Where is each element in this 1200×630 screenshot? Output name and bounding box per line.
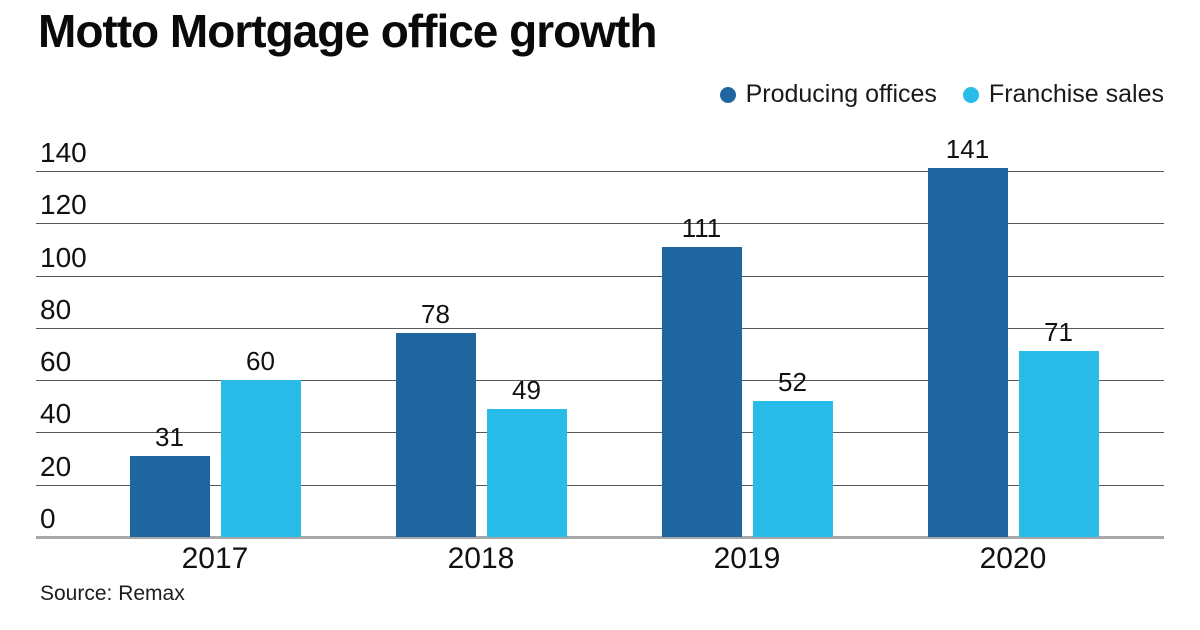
plot-area: 0 20 40 60 80 100 120 140 31 60 2017 78 49 2018 111 52 2… [36, 0, 1164, 630]
x-tick-label-2020: 2020 [979, 542, 1047, 575]
y-tick-label-100: 100 [40, 241, 87, 273]
legend-swatch-producing-offices [719, 86, 736, 103]
gridline-120 [36, 223, 1164, 225]
gridline-100 [36, 275, 1164, 277]
y-tick-label-60: 60 [40, 346, 72, 378]
y-tick-label-40: 40 [40, 398, 72, 430]
x-tick-label-2018: 2018 [447, 542, 515, 575]
legend: Producing offices Franchise sales [719, 80, 1164, 109]
legend-item-franchise-sales: Franchise sales [962, 80, 1164, 109]
bar-value-producing-offices-2018: 78 [421, 299, 450, 330]
y-tick-label-140: 140 [40, 137, 87, 168]
y-tick-label-20: 20 [40, 450, 72, 482]
gridline-60 [36, 380, 1164, 382]
bar-value-franchise-sales-2018: 49 [512, 374, 541, 405]
bar-producing-offices-2019 [661, 246, 742, 537]
y-tick-label-80: 80 [40, 293, 72, 325]
bar-franchise-sales-2019 [752, 401, 833, 537]
y-tick-label-0: 0 [40, 503, 56, 534]
bar-value-producing-offices-2019: 111 [681, 212, 722, 243]
bar-value-producing-offices-2020: 141 [945, 134, 990, 165]
bar-producing-offices-2017 [129, 455, 210, 537]
gridline-40 [36, 432, 1164, 434]
gridline-20 [36, 484, 1164, 486]
legend-label: Franchise sales [988, 80, 1164, 108]
x-tick-label-2017: 2017 [181, 542, 249, 575]
bar-value-franchise-sales-2017: 60 [246, 346, 275, 377]
gridline-80 [36, 327, 1164, 329]
bar-franchise-sales-2018 [486, 408, 567, 537]
bar-producing-offices-2020 [927, 168, 1008, 537]
bar-value-producing-offices-2017: 31 [155, 421, 184, 452]
bar-value-franchise-sales-2020: 71 [1044, 317, 1073, 348]
bar-franchise-sales-2017 [220, 380, 301, 537]
bar-producing-offices-2018 [395, 333, 476, 537]
x-axis-baseline [36, 536, 1164, 539]
chart-title: Motto Mortgage office growth [38, 5, 657, 57]
legend-swatch-franchise-sales [962, 86, 979, 103]
bar-value-franchise-sales-2019: 52 [778, 367, 807, 398]
bar-franchise-sales-2020 [1018, 351, 1099, 537]
source-note: Source: Remax [40, 582, 185, 605]
y-tick-label-120: 120 [40, 189, 87, 221]
gridline-140 [36, 171, 1164, 172]
legend-item-producing-offices: Producing offices [719, 80, 937, 109]
x-tick-label-2019: 2019 [713, 542, 781, 575]
legend-label: Producing offices [745, 80, 937, 108]
